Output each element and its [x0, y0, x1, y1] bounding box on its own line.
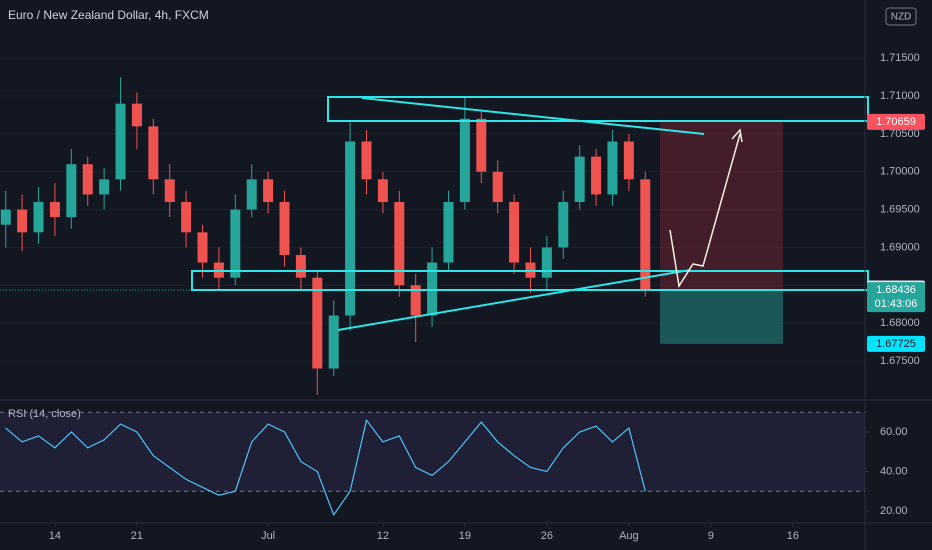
candle-body — [312, 277, 323, 369]
y-tick-label: 60.00 — [880, 426, 908, 438]
x-tick-label: 26 — [541, 530, 553, 542]
trendline — [361, 97, 705, 135]
y-tick-label: 1.68000 — [880, 317, 920, 329]
price-badge — [867, 113, 925, 130]
x-tick-label: 9 — [708, 530, 714, 542]
candle-body — [558, 202, 569, 248]
y-tick-label: 1.71000 — [880, 90, 920, 102]
x-tick-label: 16 — [787, 530, 799, 542]
price-badge-label: 1.68436 — [876, 284, 916, 296]
axes: NZD1.675001.680001.685001.690001.695001.… — [49, 7, 925, 542]
y-tick-label: 1.70000 — [880, 166, 920, 178]
support-zone — [191, 270, 869, 291]
candle-body — [591, 156, 602, 195]
candle-body — [246, 179, 257, 210]
arrow-head — [731, 128, 743, 143]
candle-body — [361, 141, 372, 180]
chart-title: Euro / New Zealand Dollar, 4h, FXCM — [8, 8, 209, 22]
projection-arrow — [669, 133, 741, 289]
candle-body — [164, 179, 175, 203]
y-tick-label: 20.00 — [880, 505, 908, 517]
candle-body — [33, 202, 44, 233]
candle-body — [377, 179, 388, 203]
candle-body — [459, 118, 470, 203]
countdown: 01:43:06 — [875, 298, 918, 310]
y-tick-label: 40.00 — [880, 465, 908, 477]
candle-body — [394, 202, 405, 286]
candle-body — [623, 141, 634, 180]
rsi-band-fill — [0, 412, 865, 492]
currency: NZD — [891, 12, 912, 23]
x-tick-label: 21 — [131, 530, 143, 542]
candle-body — [148, 126, 159, 180]
candle-body — [99, 179, 110, 195]
x-tick-label: Jul — [261, 530, 275, 542]
price-badge — [867, 335, 925, 352]
rsi-title: RSI (14, close) — [8, 408, 81, 420]
candle-body — [197, 232, 208, 263]
candle-body — [345, 141, 356, 316]
candle-body — [492, 171, 503, 203]
candle-body — [49, 202, 60, 218]
candle-body — [115, 103, 126, 180]
x-tick-label: 19 — [459, 530, 471, 542]
candle-body — [541, 247, 552, 278]
candle-body — [17, 209, 28, 233]
candle-body — [328, 315, 339, 369]
y-tick-label: 1.69500 — [880, 203, 920, 215]
trendline — [337, 269, 691, 331]
x-tick-label: 14 — [49, 530, 61, 542]
price-badge-label: 1.67725 — [876, 338, 916, 350]
candle-body — [410, 285, 421, 316]
candle-body — [263, 179, 274, 203]
y-tick-label: 1.67500 — [880, 355, 920, 367]
currency-badge — [885, 7, 917, 26]
candle-body — [82, 164, 93, 195]
candle-body — [279, 202, 290, 255]
resistance-zone — [327, 96, 869, 122]
drawings — [191, 96, 869, 331]
stop-zone — [660, 290, 783, 344]
candle-body — [66, 164, 77, 218]
y-tick-label: 1.70500 — [880, 128, 920, 140]
candle-body — [509, 202, 520, 263]
profit-zone — [660, 121, 783, 291]
price-badge — [867, 282, 925, 313]
y-tick-label: 1.71500 — [880, 52, 920, 64]
y-tick-label: 1.69000 — [880, 241, 920, 253]
candle-body — [607, 141, 618, 195]
candle-body — [443, 202, 454, 263]
candle-body — [131, 103, 142, 127]
candle-body — [0, 209, 11, 225]
candle-body — [640, 179, 651, 290]
candle-body — [295, 254, 306, 278]
price-badge-label: 1.70659 — [876, 116, 916, 128]
candle-body — [476, 118, 487, 172]
rsi-line — [5, 418, 646, 517]
plot-layer: Euro / New Zealand Dollar, 4h, FXCM RSI (… — [0, 8, 865, 517]
candle-body — [574, 156, 585, 203]
x-tick-label: 12 — [377, 530, 389, 542]
candle-body — [230, 209, 241, 278]
candle-body — [181, 202, 192, 233]
x-tick-label: Aug — [619, 530, 639, 542]
